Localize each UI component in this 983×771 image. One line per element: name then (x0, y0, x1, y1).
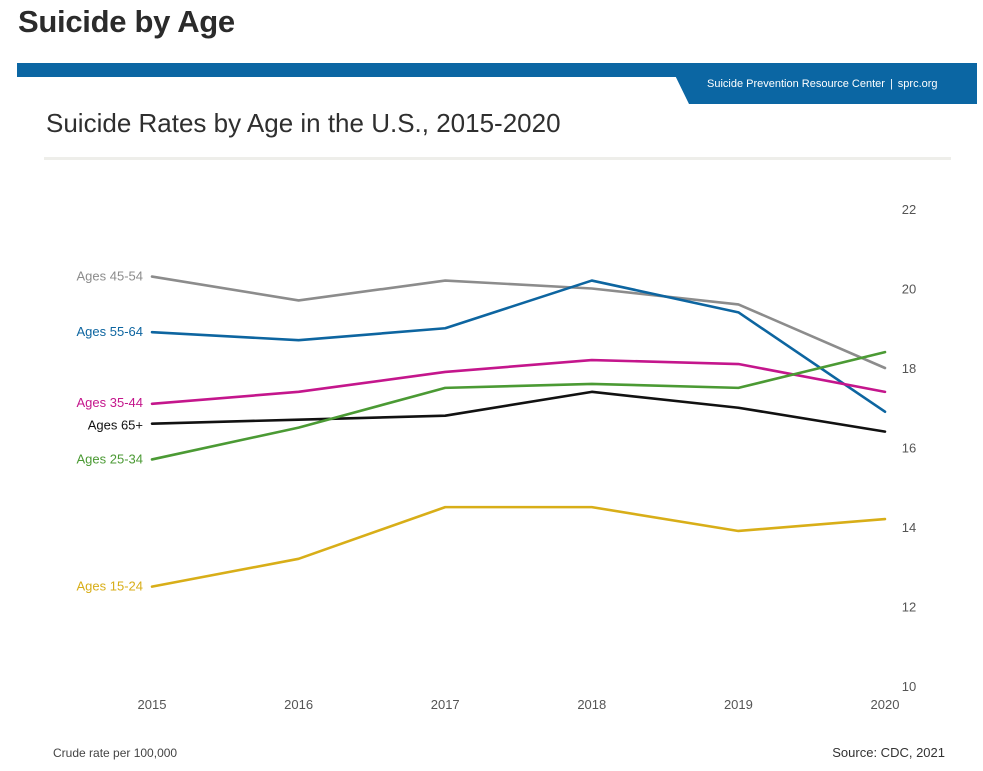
y-tick-label: 16 (902, 441, 916, 456)
page-heading: Suicide by Age (18, 4, 235, 39)
series-label-ages-35-44: Ages 35-44 (77, 395, 144, 410)
series-label-ages-25-34: Ages 25-34 (77, 451, 144, 466)
y-tick-label: 10 (902, 679, 916, 694)
y-tick-label: 18 (902, 361, 916, 376)
title-divider (44, 157, 951, 160)
series-labels: Ages 45-54 Ages 55-64 Ages 35-44 Ages 65+ Ag… (77, 269, 144, 594)
y-tick-label: 12 (902, 600, 916, 615)
series-line-ages-65 (150, 390, 887, 433)
y-tick-label: 20 (902, 282, 916, 297)
series-line-ages-55-64 (150, 279, 887, 414)
series-label-ages-15-24: Ages 15-24 (77, 579, 144, 594)
series-label-ages-65: Ages 65+ (88, 418, 143, 433)
x-tick-label: 2018 (577, 697, 606, 712)
series-line-ages-45-54 (150, 275, 887, 370)
banner-text: Suicide Prevention Resource Center | sprc.… (707, 77, 967, 91)
banner-tab (669, 63, 977, 104)
banner-separator: | (889, 78, 893, 90)
series-line-ages-35-44 (150, 358, 887, 406)
x-tick-label: 2016 (284, 697, 313, 712)
series-line-ages-25-34 (150, 350, 887, 461)
footnote-units: Crude rate per 100,000 (53, 746, 178, 760)
x-tick-label: 2019 (724, 697, 753, 712)
chart-title: Suicide Rates by Age in the U.S., 2015-2… (46, 108, 561, 138)
x-tick-label: 2017 (431, 697, 460, 712)
series-label-ages-55-64: Ages 55-64 (77, 324, 144, 339)
y-tick-label: 14 (902, 520, 916, 535)
x-tick-label: 2015 (138, 697, 167, 712)
banner-org-name: Suicide Prevention Resource Center (707, 78, 885, 90)
series-label-ages-45-54: Ages 45-54 (77, 269, 144, 284)
series-lines (150, 275, 887, 588)
y-axis-ticks: 10 12 14 16 18 20 22 (902, 202, 916, 694)
y-tick-label: 22 (902, 202, 916, 217)
banner-site-link[interactable]: sprc.org (897, 78, 938, 90)
source-note: Source: CDC, 2021 (832, 745, 945, 760)
x-axis-ticks: 2015 2016 2017 2018 2019 2020 (138, 697, 900, 712)
x-tick-label: 2020 (871, 697, 900, 712)
series-line-ages-15-24 (150, 505, 887, 588)
